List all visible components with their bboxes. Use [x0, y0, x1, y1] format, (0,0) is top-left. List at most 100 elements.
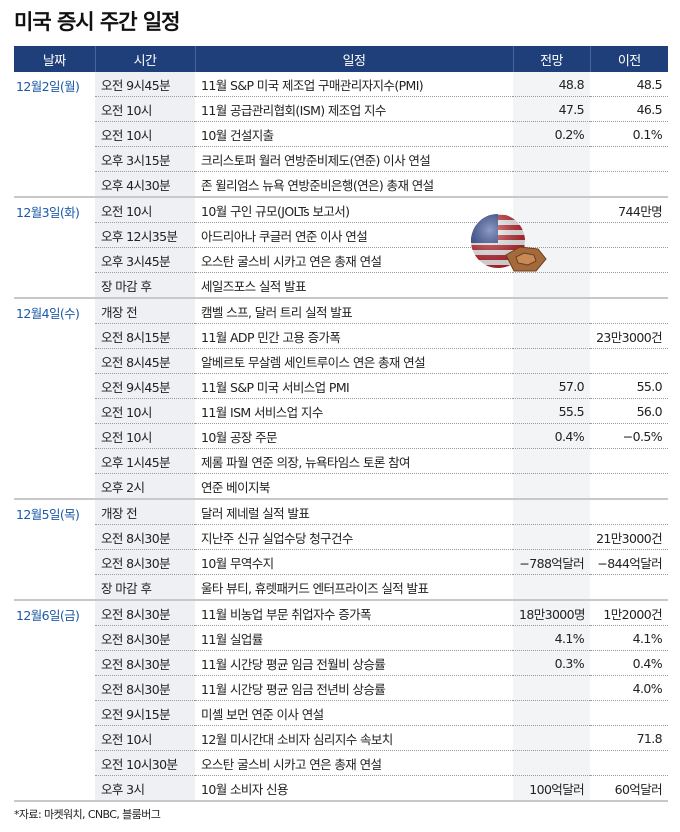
event-cell: 크리스토퍼 월러 연방준비제도(연준) 이사 연설	[195, 146, 513, 172]
header-previous: 이전	[589, 46, 668, 72]
table-row: 오전 8시30분 11월 시간당 평균 임금 전년비 상승률 4.0%	[14, 675, 668, 701]
previous-cell	[590, 448, 668, 474]
time-cell: 오전 9시45분	[95, 72, 195, 97]
forecast-cell: 4.1%	[513, 625, 590, 651]
table-row: 12월6일(금) 오전 8시30분 11월 비농업 부문 취업자수 증가폭 18만30…	[14, 600, 668, 802]
time-cell: 오후 4시30분	[95, 171, 195, 198]
event-cell: 11월 시간당 평균 임금 전년비 상승률	[195, 675, 513, 701]
previous-cell: 60억달러	[590, 775, 668, 802]
event-cell: 오스탄 굴스비 시카고 연은 총재 연설	[195, 247, 513, 273]
event-cell: 11월 ADP 민간 고용 증가폭	[195, 323, 513, 349]
event-cell: 11월 비농업 부문 취업자수 증가폭	[195, 600, 513, 626]
table-row: 오전 10시 11월 공급관리협회(ISM) 제조업 지수 47.5 46.5	[14, 96, 668, 122]
event-cell: 미셸 보먼 연준 이사 연설	[195, 700, 513, 726]
table-row: 오전 8시30분 지난주 신규 실업수당 청구건수 21만3000건	[14, 524, 668, 550]
previous-cell: 71.8	[590, 725, 668, 751]
event-cell: 달러 제네럴 실적 발표	[195, 499, 513, 525]
time-cell: 오전 10시	[95, 121, 195, 147]
table-row: 12월2일(월) 오전 9시45분 11월 S&P 미국 제조업 구매관리자지수(P…	[14, 72, 668, 198]
time-cell: 오전 10시	[95, 197, 195, 223]
event-cell: 11월 시간당 평균 임금 전월비 상승률	[195, 650, 513, 676]
date-cell: 12월3일(화)	[14, 197, 95, 299]
forecast-cell: 0.4%	[513, 423, 590, 449]
table-row: 오전 10시 11월 ISM 서비스업 지수 55.5 56.0	[14, 398, 668, 424]
time-cell: 오전 9시15분	[95, 700, 195, 726]
time-cell: 오후 3시45분	[95, 247, 195, 273]
forecast-cell	[513, 323, 590, 349]
event-cell: 11월 실업률	[195, 625, 513, 651]
table-row: 12월4일(수) 개장 전 캠벨 스프, 달러 트리 실적 발표	[14, 298, 668, 500]
event-cell: 지난주 신규 실업수당 청구건수	[195, 524, 513, 550]
event-cell: 아드리아나 쿠글러 연준 이사 연설	[195, 222, 513, 248]
table-row: 오후 12시35분 아드리아나 쿠글러 연준 이사 연설	[14, 222, 668, 248]
previous-cell: 4.1%	[590, 625, 668, 651]
forecast-cell	[513, 725, 590, 751]
forecast-cell	[513, 750, 590, 776]
previous-cell	[590, 574, 668, 601]
table-row: 오전 10시30분 오스탄 굴스비 시카고 연은 총재 연설	[14, 750, 668, 776]
date-cell: 12월6일(금)	[14, 600, 95, 802]
event-cell: 10월 소비자 신용	[195, 775, 513, 802]
time-cell: 오후 12시35분	[95, 222, 195, 248]
event-cell: 제롬 파월 연준 의장, 뉴욕타임스 토론 참여	[195, 448, 513, 474]
time-cell: 오전 8시30분	[95, 625, 195, 651]
date-cell: 12월2일(월)	[14, 72, 95, 198]
forecast-cell	[513, 675, 590, 701]
time-cell: 오전 9시45분	[95, 373, 195, 399]
source-note: *자료: 마켓워치, CNBC, 블룸버그	[14, 808, 161, 821]
forecast-cell	[513, 222, 590, 248]
time-cell: 오전 8시45분	[95, 348, 195, 374]
event-cell: 세일즈포스 실적 발표	[195, 272, 513, 299]
time-cell: 오전 10시	[95, 423, 195, 449]
forecast-cell	[513, 298, 590, 324]
table-row: 오전 8시30분 11월 시간당 평균 임금 전월비 상승률 0.3% 0.4%	[14, 650, 668, 676]
forecast-cell: 18만3000명	[513, 600, 590, 626]
previous-cell: 4.0%	[590, 675, 668, 701]
previous-cell: 23만3000건	[590, 323, 668, 349]
table-row: 오전 10시 12월 미시간대 소비자 심리지수 속보치 71.8	[14, 725, 668, 751]
previous-cell: 21만3000건	[590, 524, 668, 550]
forecast-cell	[513, 499, 590, 525]
previous-cell: 48.5	[590, 72, 668, 97]
previous-cell: 744만명	[590, 197, 668, 223]
event-cell: 11월 공급관리협회(ISM) 제조업 지수	[195, 96, 513, 122]
event-cell: 10월 건설지출	[195, 121, 513, 147]
table-row: 오후 3시45분 오스탄 굴스비 시카고 연은 총재 연설	[14, 247, 668, 273]
forecast-cell	[513, 700, 590, 726]
previous-cell	[590, 700, 668, 726]
time-cell: 개장 전	[95, 499, 195, 525]
table-row: 오전 10시 10월 건설지출 0.2% 0.1%	[14, 121, 668, 147]
forecast-cell: 48.8	[513, 72, 590, 97]
forecast-cell: 57.0	[513, 373, 590, 399]
event-cell: 알베르토 무살렘 세인트루이스 연은 총재 연설	[195, 348, 513, 374]
time-cell: 장 마감 후	[95, 272, 195, 299]
header-date: 날짜	[14, 46, 95, 72]
previous-cell: 0.4%	[590, 650, 668, 676]
forecast-cell: 55.5	[513, 398, 590, 424]
previous-cell: 0.1%	[590, 121, 668, 147]
event-cell: 11월 S&P 미국 제조업 구매관리자지수(PMI)	[195, 72, 513, 97]
previous-cell	[590, 247, 668, 273]
previous-cell	[590, 348, 668, 374]
date-cell: 12월4일(수)	[14, 298, 95, 500]
date-cell: 12월5일(목)	[14, 499, 95, 601]
table-row: 오전 9시45분 11월 S&P 미국 서비스업 PMI 57.0 55.0	[14, 373, 668, 399]
us-flag-ball-and-pentagon-icon	[471, 214, 547, 272]
forecast-cell: 100억달러	[513, 775, 590, 802]
table-row: 오전 9시15분 미셸 보먼 연준 이사 연설	[14, 700, 668, 726]
previous-cell: −844억달러	[590, 549, 668, 575]
event-cell: 11월 ISM 서비스업 지수	[195, 398, 513, 424]
table-row: 12월3일(화) 오전 10시 10월 구인 규모(JOLTs 보고서) 744만명	[14, 197, 668, 299]
table-header: 날짜 시간 일정 전망 이전	[14, 46, 668, 72]
table-row: 오전 8시45분 알베르토 무살렘 세인트루이스 연은 총재 연설	[14, 348, 668, 374]
forecast-cell	[513, 574, 590, 601]
time-cell: 장 마감 후	[95, 574, 195, 601]
time-cell: 개장 전	[95, 298, 195, 324]
table-row: 오후 3시 10월 소비자 신용 100억달러 60억달러	[14, 775, 668, 802]
previous-cell: 46.5	[590, 96, 668, 122]
forecast-cell	[513, 448, 590, 474]
forecast-cell: 0.3%	[513, 650, 590, 676]
previous-cell	[590, 499, 668, 525]
event-cell: 11월 S&P 미국 서비스업 PMI	[195, 373, 513, 399]
